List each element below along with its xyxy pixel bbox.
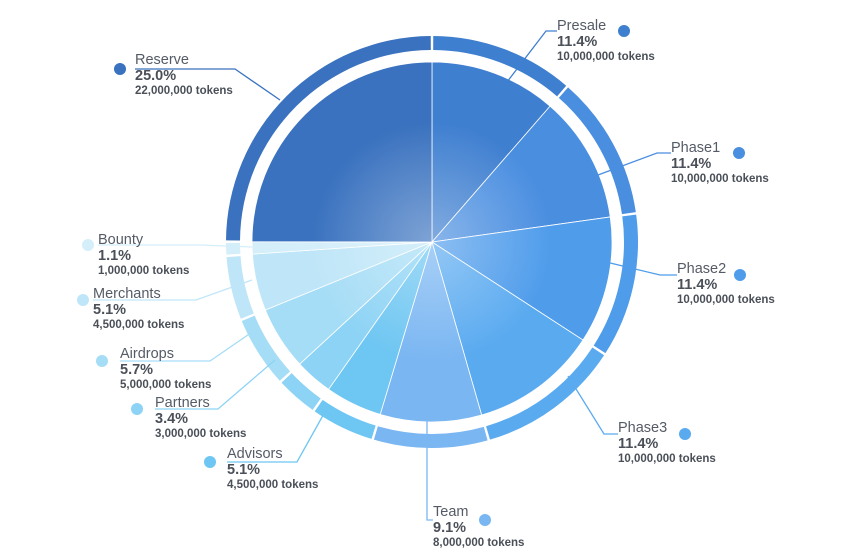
leader-line-phase3 (567, 375, 618, 435)
slice-name-merchants: Merchants (93, 286, 161, 302)
legend-dot-reserve (114, 63, 126, 75)
slice-tokens-phase2: 10,000,000 tokens (677, 294, 775, 306)
slice-tokens-merchants: 4,500,000 tokens (93, 319, 184, 331)
ring-segment-bounty (226, 242, 241, 255)
leader-line-presale (506, 30, 557, 83)
slice-percent-presale: 11.4% (557, 34, 597, 50)
slice-name-phase2: Phase2 (677, 261, 726, 277)
leader-line-reserve (135, 68, 281, 101)
legend-dot-team (479, 514, 491, 526)
slice-name-partners: Partners (155, 395, 210, 411)
ring-segment-reserve (226, 36, 431, 241)
slice-tokens-phase3: 10,000,000 tokens (618, 453, 716, 465)
slice-name-bounty: Bounty (98, 232, 144, 248)
legend-dot-partners (131, 403, 143, 415)
leader-line-phase2 (605, 261, 677, 276)
ring-segment-partners (281, 373, 321, 410)
slice-percent-partners: 3.4% (155, 411, 188, 427)
slice-name-phase1: Phase1 (671, 140, 720, 156)
leader-line-bounty (98, 244, 253, 248)
ring-segment-phase2 (593, 214, 639, 354)
leader-line-advisors (227, 409, 327, 463)
legend-dot-bounty (82, 239, 94, 251)
slice-percent-team: 9.1% (433, 520, 466, 536)
leader-line-merchants (93, 279, 253, 301)
slice-tokens-team: 8,000,000 tokens (433, 537, 524, 549)
slice-tokens-phase1: 10,000,000 tokens (671, 173, 769, 185)
slice-name-team: Team (433, 504, 468, 520)
ring-segment-advisors (314, 399, 376, 439)
leader-line-partners (155, 359, 276, 410)
legend-dot-phase3 (679, 428, 691, 440)
legend-dot-advisors (204, 456, 216, 468)
slice-tokens-presale: 10,000,000 tokens (557, 51, 655, 63)
slice-percent-phase1: 11.4% (671, 156, 711, 172)
slice-name-phase3: Phase3 (618, 420, 667, 436)
slice-percent-reserve: 25.0% (135, 68, 176, 84)
slice-tokens-airdrops: 5,000,000 tokens (120, 379, 211, 391)
ring-segment-merchants (226, 256, 254, 319)
ring-segment-phase1 (558, 87, 636, 215)
slice-percent-bounty: 1.1% (98, 248, 131, 264)
slice-name-advisors: Advisors (227, 446, 283, 462)
legend-dot-presale (618, 25, 630, 37)
slice-percent-airdrops: 5.7% (120, 362, 153, 378)
ring-segment-phase3 (486, 347, 605, 440)
slice-percent-phase2: 11.4% (677, 277, 717, 293)
legend-dot-phase1 (733, 147, 745, 159)
leader-line-phase1 (597, 152, 671, 176)
slice-percent-merchants: 5.1% (93, 302, 126, 318)
slice-tokens-reserve: 22,000,000 tokens (135, 85, 233, 97)
legend-dot-merchants (77, 294, 89, 306)
ring-segment-team (373, 426, 488, 449)
leader-line-team (426, 418, 433, 521)
slice-name-presale: Presale (557, 18, 606, 34)
ring-segment-presale (433, 36, 567, 97)
slice-percent-advisors: 5.1% (227, 462, 260, 478)
slice-tokens-partners: 3,000,000 tokens (155, 428, 246, 440)
slice-tokens-advisors: 4,500,000 tokens (227, 479, 318, 491)
slice-name-airdrops: Airdrops (120, 346, 174, 362)
ring-segment-airdrops (241, 315, 291, 381)
legend-dot-airdrops (96, 355, 108, 367)
slice-tokens-bounty: 1,000,000 tokens (98, 265, 189, 277)
outer-ring (226, 36, 639, 449)
slice-name-reserve: Reserve (135, 52, 189, 68)
center-highlight (312, 122, 552, 362)
legend-dot-phase2 (734, 269, 746, 281)
leader-line-airdrops (120, 327, 259, 362)
slice-percent-phase3: 11.4% (618, 436, 658, 452)
